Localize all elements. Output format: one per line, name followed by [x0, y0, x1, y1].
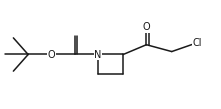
Text: Cl: Cl — [192, 38, 202, 48]
Text: O: O — [143, 22, 150, 32]
Text: N: N — [94, 49, 101, 60]
Text: O: O — [48, 49, 55, 60]
